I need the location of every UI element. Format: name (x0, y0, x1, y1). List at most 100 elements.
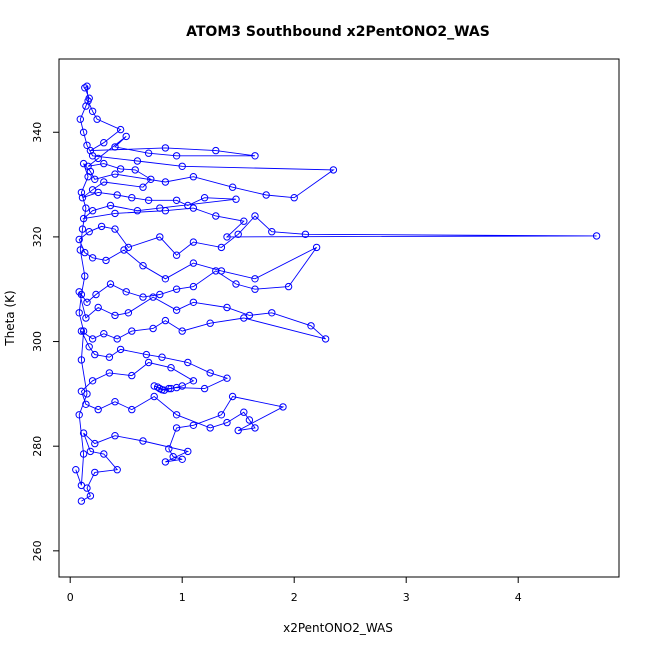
data-point (234, 426, 242, 435)
data-point (268, 228, 276, 236)
plot-area-border (58, 58, 620, 578)
data-point (88, 335, 97, 343)
data-point (83, 298, 91, 306)
data-point (111, 225, 119, 233)
y-tick-label: 340 (31, 122, 44, 143)
data-point (86, 146, 95, 155)
data-point (160, 386, 169, 394)
data-point (77, 188, 86, 197)
data-point (223, 374, 231, 382)
data-point (149, 324, 157, 333)
data-point (178, 382, 186, 390)
data-point (139, 437, 147, 445)
data-point (88, 207, 97, 215)
data-point (156, 233, 164, 241)
data-point (102, 256, 110, 265)
data-point (228, 183, 237, 191)
data-point (83, 484, 91, 492)
data-point (189, 173, 198, 181)
data-point (212, 267, 220, 275)
data-point (172, 424, 181, 432)
data-point (81, 272, 89, 280)
data-point (111, 170, 119, 178)
data-point (189, 377, 198, 385)
data-point (167, 384, 175, 393)
data-point (284, 282, 293, 291)
data-point (131, 166, 139, 174)
data-point (251, 285, 259, 293)
data-point (120, 246, 128, 254)
data-point (149, 293, 157, 301)
data-point (75, 411, 83, 419)
data-point (83, 141, 91, 150)
data-point (156, 384, 164, 393)
data-point (165, 445, 173, 453)
data-point (172, 251, 181, 259)
data-point (72, 466, 80, 474)
y-axis-label: Theta (K) (3, 290, 17, 346)
data-point (91, 175, 99, 184)
data-point (172, 196, 181, 205)
data-point (144, 196, 153, 205)
data-point (85, 228, 93, 236)
data-point (100, 330, 108, 338)
x-tick-label: 3 (403, 591, 410, 604)
data-point (150, 392, 158, 401)
data-point (240, 408, 248, 416)
data-point (200, 384, 209, 393)
data-point (217, 243, 226, 252)
x-tick-label: 2 (291, 591, 298, 604)
data-point (329, 166, 338, 174)
data-point (111, 311, 119, 320)
data-point (144, 358, 153, 367)
data-point (113, 191, 121, 199)
data-point (200, 194, 209, 202)
data-point (189, 259, 198, 267)
data-point (178, 327, 186, 335)
data-point (82, 204, 90, 212)
data-point (77, 356, 86, 364)
data-point (111, 398, 119, 406)
data-point (77, 497, 86, 505)
data-point (84, 97, 92, 105)
data-point (279, 403, 287, 411)
data-point (79, 429, 88, 437)
data-point (158, 353, 166, 361)
data-point (100, 450, 108, 458)
data-point (88, 107, 97, 116)
data-point (79, 214, 88, 223)
data-point (307, 322, 315, 330)
data-point (79, 327, 88, 335)
data-point (178, 162, 186, 171)
y-axis: 260 280 300 320 340 (31, 122, 60, 561)
data-point (133, 207, 142, 215)
data-point (79, 450, 88, 458)
data-point (81, 84, 89, 92)
y-tick-label: 320 (31, 226, 44, 247)
data-point (212, 146, 220, 155)
data-point (77, 387, 86, 395)
data-point (94, 154, 102, 163)
data-point (100, 178, 108, 186)
y-tick-label: 280 (31, 436, 44, 457)
data-point (116, 345, 125, 354)
data-point (223, 303, 231, 312)
data-point (81, 248, 89, 257)
data-point (75, 309, 83, 317)
data-point (312, 243, 321, 252)
data-point (251, 212, 259, 220)
data-point (178, 455, 186, 463)
data-point (82, 314, 90, 322)
data-point (232, 195, 240, 203)
data-point (93, 115, 101, 123)
data-point (91, 468, 99, 477)
data-point (153, 383, 162, 391)
data-point (113, 335, 121, 343)
data-point (240, 314, 248, 322)
data-point (91, 439, 99, 448)
data-point (88, 377, 97, 385)
x-tick-label: 0 (67, 591, 74, 604)
data-point (184, 447, 192, 456)
data-point (122, 288, 130, 296)
data-point (111, 432, 119, 440)
